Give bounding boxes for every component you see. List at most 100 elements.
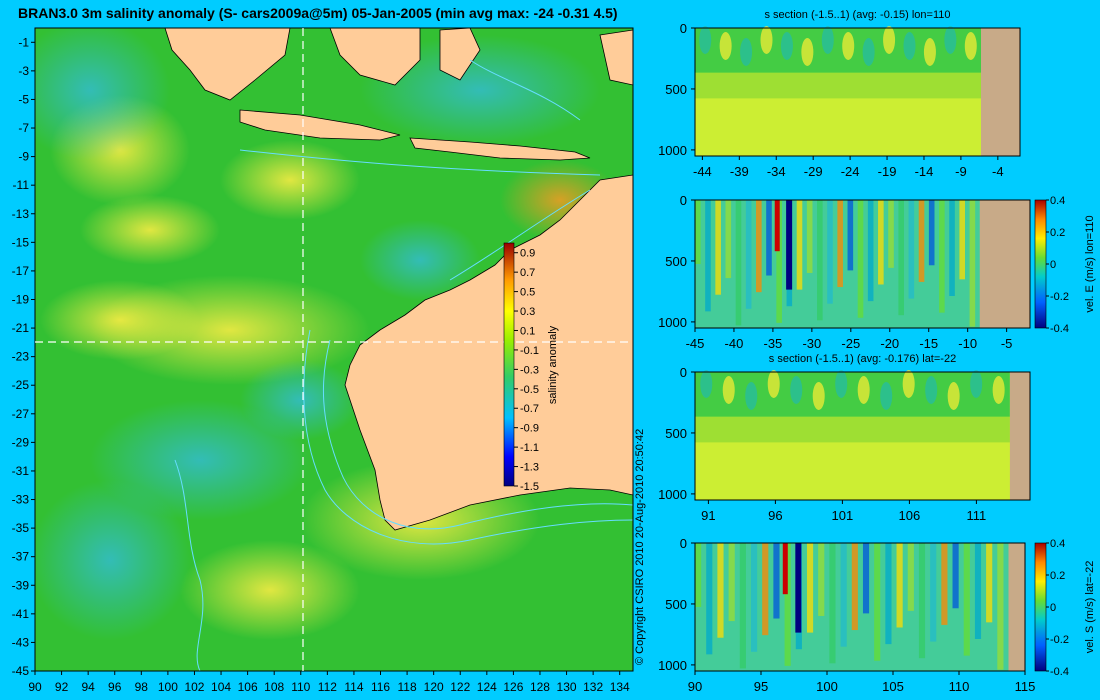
- panel-y-tick-label: 0: [680, 21, 687, 36]
- panel-x-tick-label: -40: [725, 336, 744, 351]
- salinity-colorbar-tick-label: -1.5: [520, 481, 539, 493]
- map-x-tick-label: 108: [264, 680, 284, 694]
- salinity-colorbar-tick-label: -0.3: [520, 364, 539, 376]
- velocity-stripe: [959, 200, 966, 280]
- velocity-stripe: [806, 200, 813, 273]
- salinity-colorbar-tick-label: -1.3: [520, 462, 539, 474]
- bottom-topography: [981, 28, 1020, 156]
- panel-x-tick-label: -24: [841, 164, 860, 179]
- panel-x-tick-label: 106: [899, 508, 921, 523]
- map-y-tick-label: -11: [13, 178, 30, 192]
- panel-frame: [694, 542, 1026, 672]
- velocity-stripe: [963, 543, 970, 656]
- panel-x-tick-label: -20: [880, 336, 899, 351]
- section-structure: [699, 26, 712, 54]
- velocity-stripe: [941, 543, 948, 625]
- panel-x-tick-label: -35: [764, 336, 783, 351]
- panel-x-tick-label: -25: [841, 336, 860, 351]
- map-y-tick-labels: -1 -3 -5 -7 -9 -11 -13 -15 -17 -19 -21 -23 -25 -27 -29…: [12, 35, 35, 678]
- map-y-tick-label: -23: [12, 350, 30, 364]
- map-x-tick-label: 94: [81, 680, 95, 694]
- bottom-topography: [1009, 372, 1030, 500]
- velocity-stripe: [888, 200, 894, 268]
- salinity-colorbar-tick-label: 0.3: [520, 306, 535, 318]
- salinity-colorbar-tick-label: 0.7: [520, 267, 535, 279]
- section-panel-3: s section (-1.5..1) (avg: -0.176) lat=-2…: [658, 353, 1031, 523]
- panel-x-tick-label: -30: [802, 336, 821, 351]
- section-structure: [902, 370, 915, 398]
- panel-x-tick-label: 115: [1015, 679, 1036, 694]
- lesser-sunda-islands: [409, 137, 591, 161]
- velocity-stripe: [715, 200, 721, 295]
- salinity-colorbar-tick-label: -0.9: [520, 423, 539, 435]
- map-x-tick-label: 90: [28, 680, 42, 694]
- map-x-tick-label: 92: [55, 680, 69, 694]
- velocity-stripe: [796, 200, 803, 290]
- panel-x-tick-label: 110: [949, 679, 970, 694]
- map-x-tick-label: 102: [184, 680, 204, 694]
- map-y-tick-label: -13: [12, 207, 30, 221]
- map-x-tick-label: 96: [108, 680, 122, 694]
- velocity-stripe: [949, 200, 955, 296]
- velocity-stripe: [829, 543, 836, 664]
- velocity-stripe: [745, 200, 752, 309]
- panel-y-tick-label: 0: [680, 193, 687, 208]
- section-structure: [700, 370, 713, 398]
- map-x-tick-label: 124: [477, 680, 497, 694]
- map-y-tick-label: -35: [12, 521, 30, 535]
- panel-frame: [694, 27, 1021, 157]
- velocity-stripe: [907, 543, 914, 611]
- map-y-tick-label: -39: [12, 578, 30, 592]
- map-frame: [34, 27, 634, 672]
- velocity-stripe: [918, 543, 926, 659]
- velocity-stripe: [969, 200, 976, 327]
- map-y-tick-label: -17: [12, 264, 30, 278]
- velocity-colorbar-tick-label: 0.2: [1050, 570, 1065, 582]
- velocity-stripe: [784, 543, 791, 666]
- map-y-tick-label: -9: [18, 150, 29, 164]
- salinity-colorbar: 0.9 0.7 0.5 0.3 0.1 -0.1 -0.3 -0.5 -0.7 -0.9 -1.1 -…: [503, 242, 559, 493]
- velocity-stripe: [874, 543, 881, 661]
- map-y-tick-label: -21: [12, 321, 30, 335]
- velocity-stripe: [885, 543, 892, 645]
- velocity-jet: [795, 543, 802, 633]
- upper-layer-field: [695, 28, 981, 73]
- velocity-section-field: [695, 543, 1025, 671]
- velocity-stripe: [939, 200, 945, 313]
- velocity-stripe: [840, 543, 847, 647]
- section-structure: [821, 26, 834, 54]
- section-structure: [925, 376, 938, 404]
- salinity-colorbar-tick-label: -1.1: [520, 442, 539, 454]
- panel-x-tick-label: 90: [688, 679, 702, 694]
- map-y-tick-label: -29: [12, 435, 30, 449]
- section-structure: [745, 382, 758, 410]
- map-x-tick-labels: 90 92 94 96 98 100 102 104 106 108 110 112 114 116 118…: [28, 671, 630, 694]
- panel-x-tick-label: -34: [767, 164, 786, 179]
- panel-y-tick-label: 500: [665, 597, 687, 612]
- map-y-tick-label: -5: [18, 92, 29, 106]
- section-structure: [944, 26, 957, 54]
- velocity-stripe: [735, 200, 742, 326]
- panel-x-tick-label: -4: [992, 164, 1004, 179]
- velocity-colorbar-tick-label: -0.4: [1050, 666, 1069, 678]
- panel-x-tick-label: -10: [958, 336, 977, 351]
- map-x-tick-label: 122: [450, 680, 470, 694]
- velocity-stripe: [817, 200, 823, 321]
- velocity-stripe: [896, 543, 903, 628]
- map-y-tick-label: -31: [12, 464, 30, 478]
- map-x-tick-label: 120: [424, 680, 444, 694]
- panel-x-tick-label: -14: [915, 164, 934, 179]
- velocity-stripe: [776, 200, 782, 323]
- map-x-tick-label: 98: [135, 680, 149, 694]
- map-y-tick-label: -15: [12, 235, 30, 249]
- velocity-stripe: [773, 543, 780, 619]
- map-y-tick-label: -27: [12, 407, 30, 421]
- panel-x-tick-label: -9: [955, 164, 967, 179]
- velocity-stripe: [728, 543, 735, 622]
- bottom-topography: [979, 200, 1030, 328]
- salinity-colorbar-label: salinity anomaly: [547, 325, 559, 404]
- velocity-stripe: [867, 200, 874, 302]
- velocity-stripe: [766, 200, 772, 276]
- map-x-tick-label: 118: [398, 680, 417, 694]
- map-y-tick-label: -3: [18, 64, 29, 78]
